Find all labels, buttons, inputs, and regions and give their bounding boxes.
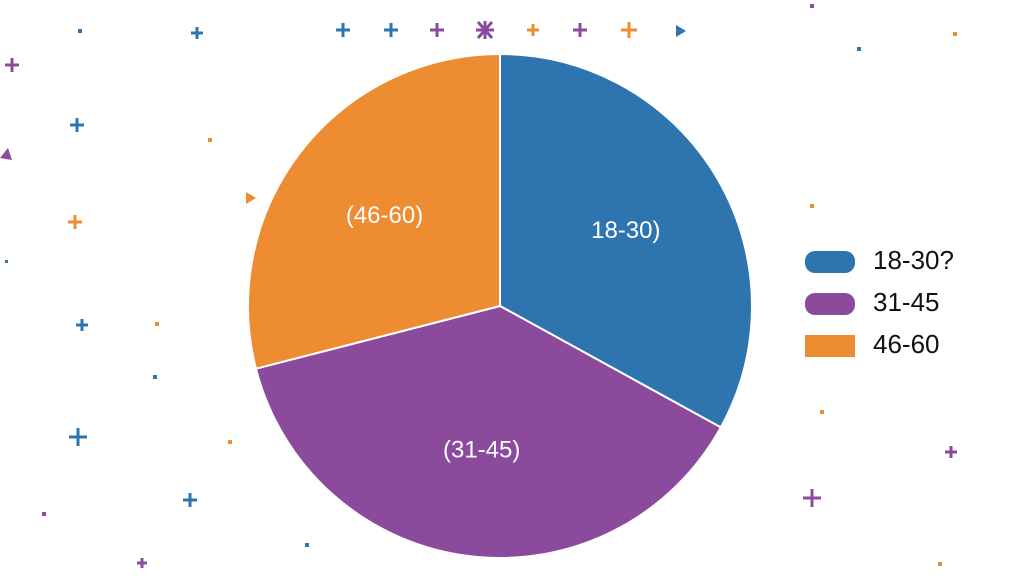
legend-swatch xyxy=(805,293,855,315)
legend: 18-30? 31-45 46-60 xyxy=(805,245,954,359)
background-decoration xyxy=(0,4,957,568)
legend-label: 46-60 xyxy=(873,329,940,359)
slice-label: 18-30) xyxy=(591,217,660,244)
legend-label: 31-45 xyxy=(873,287,940,317)
pie-slice xyxy=(247,52,501,370)
pie-slice xyxy=(499,52,753,429)
legend-label: 18-30? xyxy=(873,245,954,275)
pie: 18-30) (31-45) (46-60) xyxy=(247,52,753,559)
pie-slice xyxy=(254,304,723,559)
slice-label: (31-45) xyxy=(443,436,520,463)
legend-swatch xyxy=(805,335,855,357)
legend-swatch xyxy=(805,251,855,273)
slice-label: (46-60) xyxy=(346,202,423,229)
